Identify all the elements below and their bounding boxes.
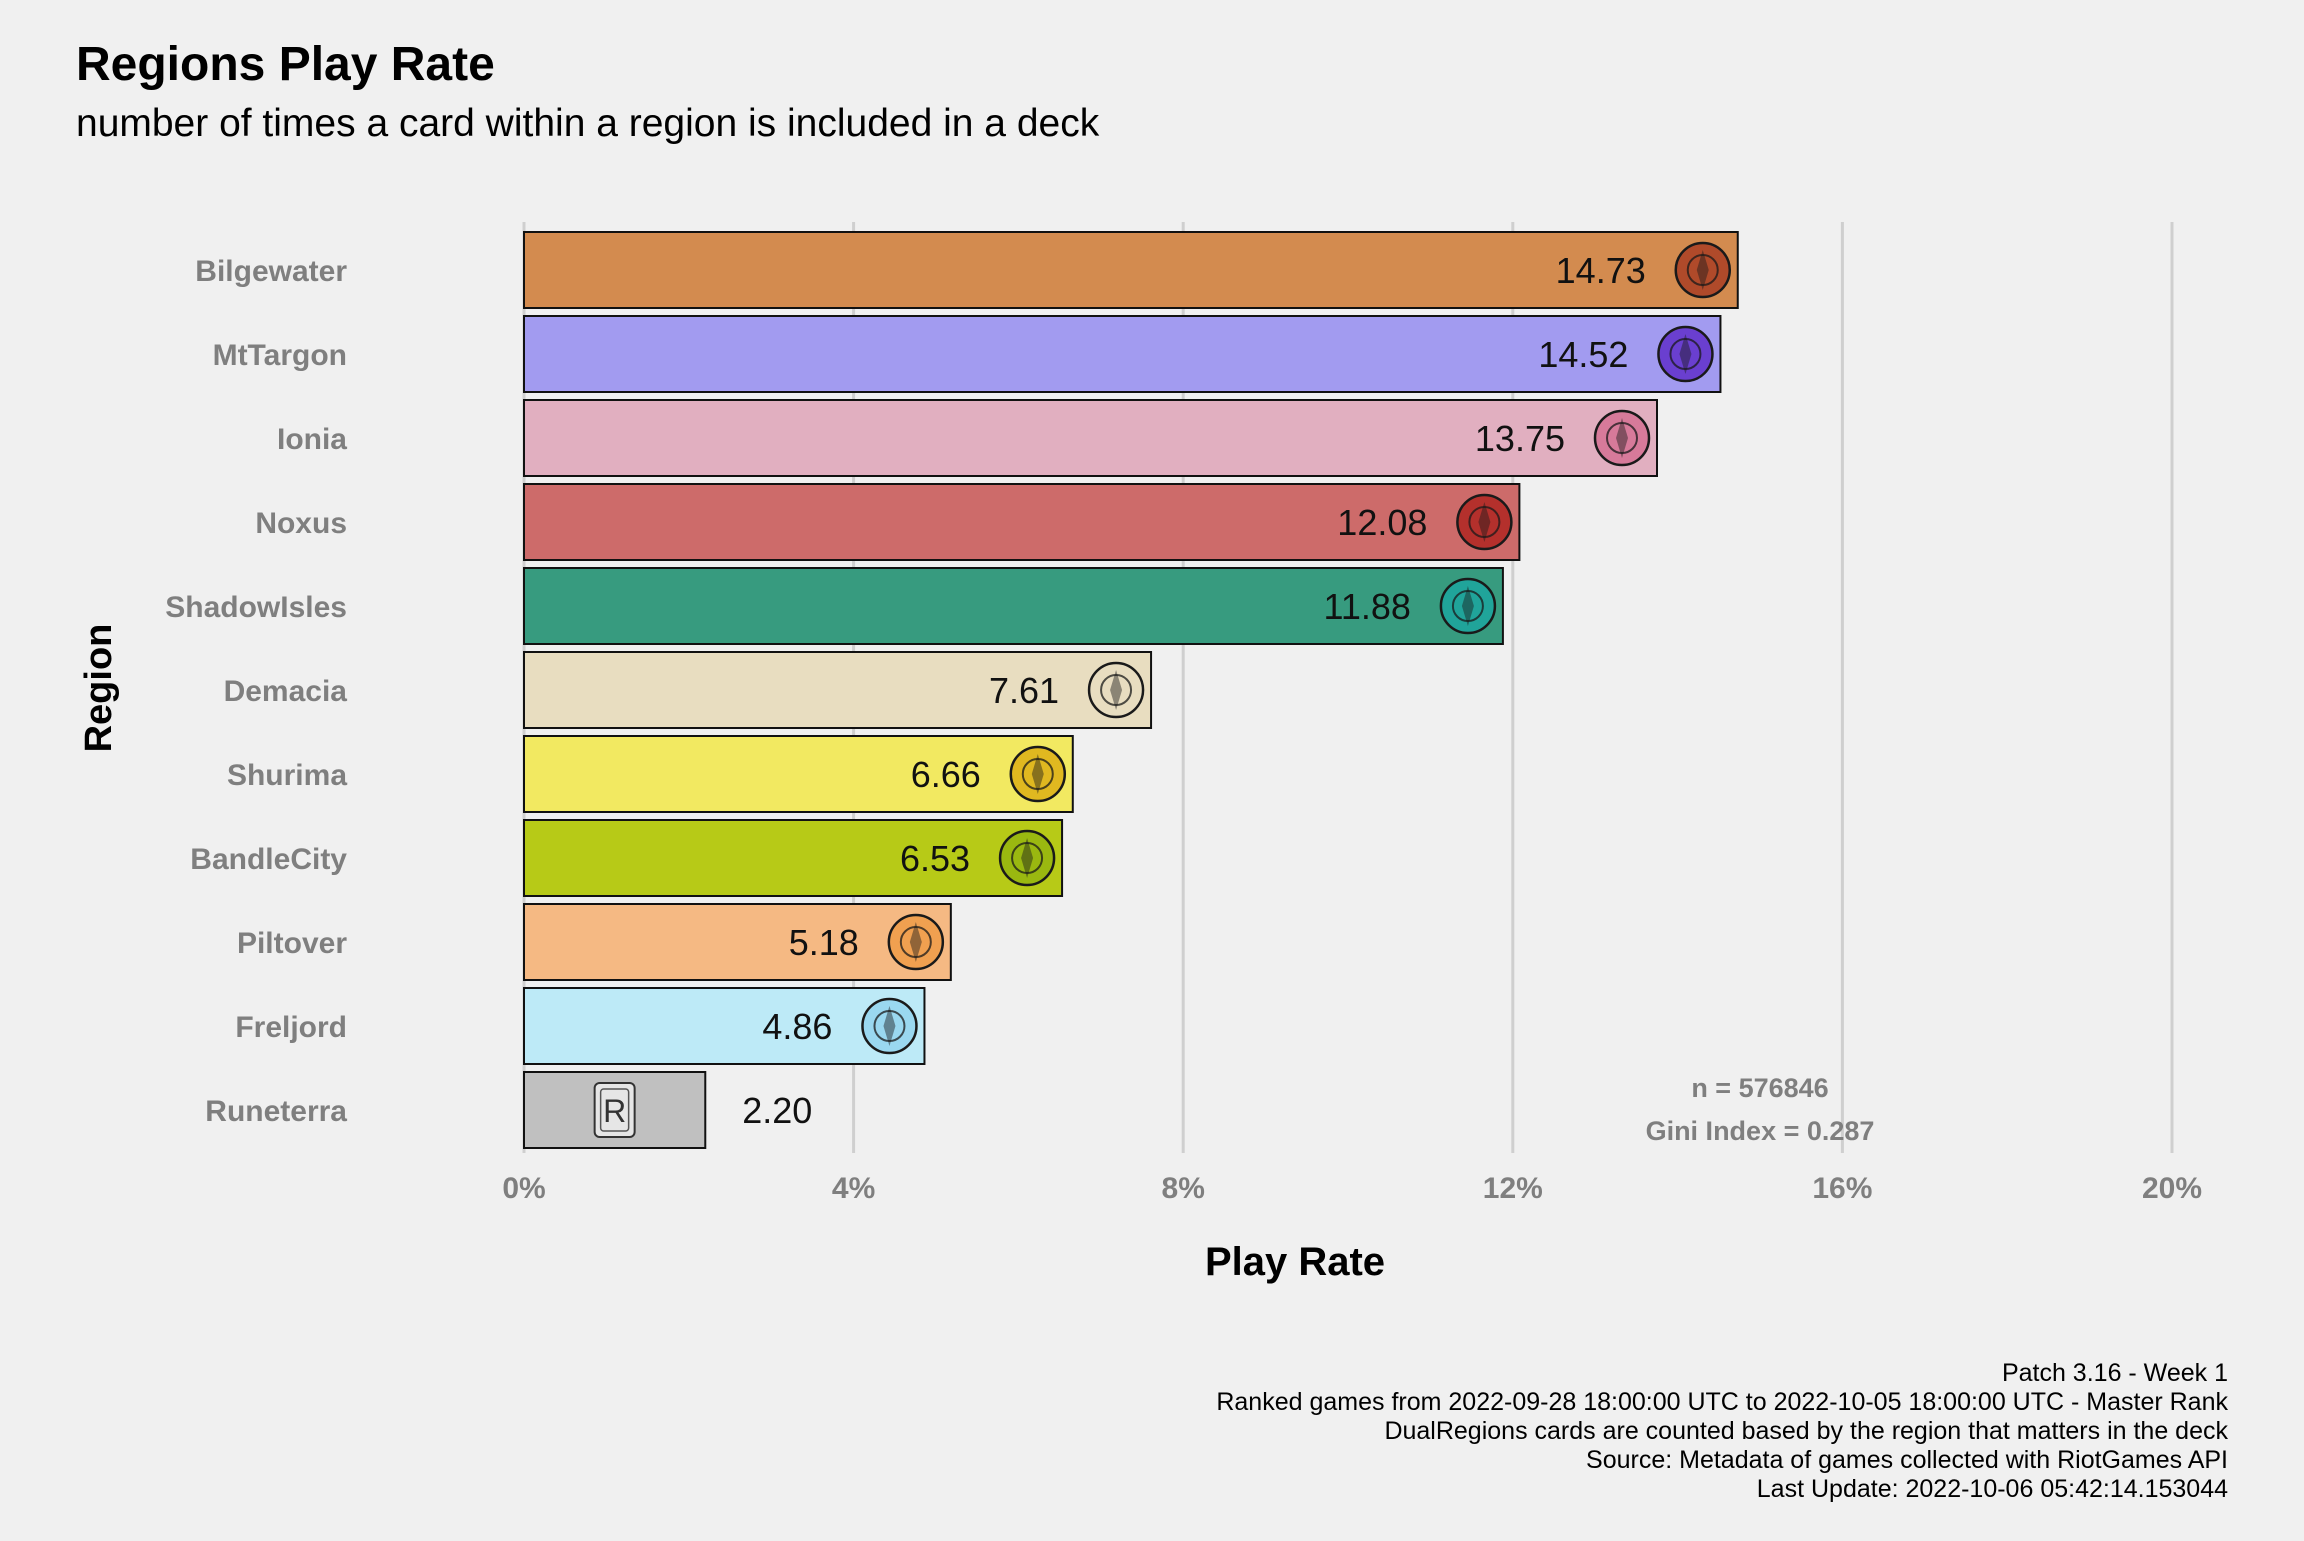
data-label: 12.08 (1337, 502, 1427, 543)
data-label: 6.66 (911, 754, 981, 795)
bar (523, 987, 926, 1065)
data-label: 4.86 (762, 1006, 832, 1047)
demacia-icon (1087, 661, 1145, 719)
data-label: 13.75 (1475, 418, 1565, 459)
mttargon-icon (1657, 325, 1714, 383)
bars (523, 231, 1739, 1149)
caption-line: DualRegions cards are counted based by t… (1384, 1417, 2228, 1445)
bar (523, 567, 1504, 645)
y-tick-label: BandleCity (190, 843, 347, 876)
y-tick-label: Ionia (277, 423, 347, 456)
y-tick-label: Demacia (224, 675, 348, 708)
y-tick-label: Noxus (255, 507, 347, 540)
bilgewater-icon (1674, 241, 1732, 299)
svg-text:R: R (603, 1093, 626, 1129)
data-label: 7.61 (989, 670, 1059, 711)
region-icons: R (593, 241, 1732, 1138)
chart-title: Regions Play Rate (76, 38, 495, 91)
gini-index-annotation: Gini Index = 0.287 (1646, 1116, 1875, 1146)
data-label: 14.73 (1556, 250, 1646, 291)
bandlecity-icon (998, 829, 1056, 887)
y-tick-label: Shurima (227, 759, 347, 792)
x-tick-label: 0% (502, 1172, 545, 1205)
shadowisles-icon (1439, 577, 1497, 635)
y-tick-label: Bilgewater (195, 255, 347, 288)
caption-line: Source: Metadata of games collected with… (1586, 1446, 2228, 1474)
bar (523, 231, 1739, 309)
bar (523, 735, 1074, 813)
x-tick-label: 4% (832, 1172, 875, 1205)
piltover-icon (887, 913, 945, 971)
x-tick-label: 16% (1812, 1172, 1872, 1205)
bar (523, 483, 1521, 561)
y-tick-label: ShadowIsles (165, 591, 347, 624)
caption-line: Last Update: 2022-10-06 05:42:14.153044 (1757, 1475, 2228, 1503)
data-label: 14.52 (1538, 334, 1628, 375)
bar (523, 903, 952, 981)
bar (523, 819, 1064, 897)
y-tick-label: Runeterra (205, 1095, 347, 1128)
y-tick-label: Piltover (237, 927, 347, 960)
x-axis-labels: 0% 4% 8% 12% 16% 20% (502, 1172, 2202, 1205)
shurima-icon (1009, 745, 1067, 803)
caption-line: Ranked games from 2022-09-28 18:00:00 UT… (1216, 1388, 2228, 1416)
x-axis-title: Play Rate (1205, 1240, 1385, 1284)
y-tick-label: Freljord (235, 1011, 347, 1044)
bar (523, 315, 1722, 393)
data-label: 11.88 (1323, 586, 1410, 627)
data-label: 2.20 (742, 1090, 812, 1131)
sample-size-annotation: n = 576846 (1691, 1073, 1828, 1103)
data-label: 6.53 (900, 838, 970, 879)
caption: Patch 3.16 - Week 1 Ranked games from 20… (1216, 1359, 2228, 1503)
bar (523, 651, 1153, 729)
y-axis-title: Region (78, 624, 120, 753)
caption-line: Patch 3.16 - Week 1 (2002, 1359, 2228, 1387)
x-tick-label: 20% (2142, 1172, 2202, 1205)
chart-subtitle: number of times a card within a region i… (76, 102, 1100, 145)
x-tick-label: 8% (1162, 1172, 1205, 1205)
ionia-icon (1593, 409, 1651, 467)
x-tick-label: 12% (1483, 1172, 1543, 1205)
runeterra-icon: R (593, 1082, 636, 1138)
y-tick-label: MtTargon (213, 339, 347, 372)
noxus-icon (1456, 493, 1513, 551)
bar (523, 399, 1658, 477)
y-axis-labels: Bilgewater MtTargon Ionia Noxus ShadowIsles D… (165, 255, 347, 1128)
freljord-icon (861, 997, 918, 1055)
value-labels: 14.73 14.52 13.75 12.08 11.88 7.61 6.66 6.53 5.1… (742, 250, 1645, 1131)
data-label: 5.18 (789, 922, 859, 963)
